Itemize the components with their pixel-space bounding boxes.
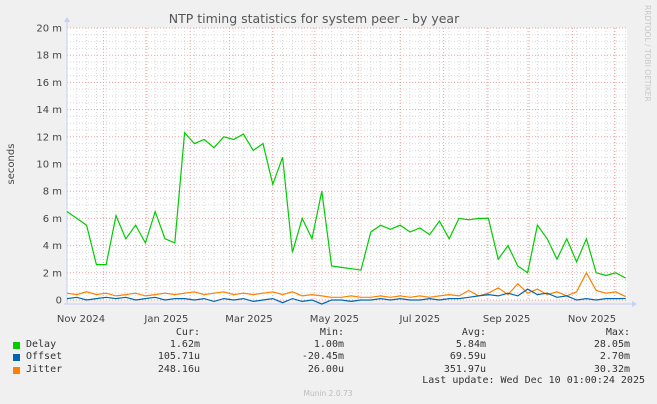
x-tick-label: Sep 2025	[483, 314, 530, 325]
legend-delay-max: 28.05m	[593, 339, 630, 350]
y-tick-label: 12 m	[36, 132, 62, 143]
y-tick-label: 16 m	[36, 78, 62, 89]
legend-swatch-delay	[13, 342, 20, 349]
legend-offset-avg: 69.59u	[449, 351, 486, 363]
legend-swatch-offset	[13, 354, 20, 362]
y-tick-label: 6 m	[43, 214, 62, 225]
series-line-delay	[66, 131, 626, 279]
legend-jitter-max: 30.32m	[593, 363, 630, 375]
legend-header-min: Min:	[319, 327, 344, 338]
legend-offset-cur: 105.71u	[157, 351, 200, 363]
legend-jitter-min: 26.00u	[307, 363, 344, 375]
series-line-offset	[66, 288, 626, 305]
y-tick-label: 20 m	[36, 24, 62, 35]
series-line-jitter	[66, 271, 626, 298]
y-axis-label: seconds	[6, 144, 17, 185]
legend-swatch-jitter	[13, 366, 20, 374]
y-tick-label: 18 m	[36, 51, 62, 62]
y-tick-label: 10 m	[36, 160, 62, 171]
x-axis-arrow-icon	[632, 301, 637, 307]
x-tick-label: Jan 2025	[143, 314, 188, 325]
legend-jitter-name: Jitter	[26, 363, 63, 375]
legend-header-avg: Avg:	[461, 327, 486, 338]
munin-version: Munin 2.0.73	[303, 389, 352, 398]
chart-title: NTP timing statistics for system peer - …	[169, 11, 460, 26]
legend-delay-cur: 1.62m	[169, 339, 200, 350]
legend-offset-max: 2.70m	[599, 351, 630, 363]
y-tick-label: 2 m	[43, 268, 62, 279]
x-tick-label: Nov 2024	[57, 314, 105, 325]
y-tick-label: 14 m	[36, 105, 62, 116]
x-tick-label: Mar 2025	[225, 314, 273, 325]
legend-offset-min: -20.45m	[301, 351, 344, 363]
rrdtool-watermark: RRDTOOL / TOBI OETIKER	[643, 5, 652, 102]
y-tick-label: 0	[56, 296, 62, 307]
last-update: Last update: Wed Dec 10 01:00:24 2025	[422, 375, 645, 386]
legend-delay-avg: 5.84m	[455, 339, 486, 350]
y-tick-label: 8 m	[43, 187, 62, 198]
x-tick-label: Jul 2025	[398, 314, 440, 325]
legend-header-cur: Cur:	[175, 327, 200, 338]
legend-jitter-avg: 351.97u	[443, 363, 486, 375]
x-tick-label: May 2025	[310, 314, 359, 325]
x-tick-label: Nov 2025	[568, 314, 616, 325]
legend-header-max: Max:	[605, 327, 630, 338]
y-axis-arrow-icon	[64, 17, 70, 22]
legend-jitter-cur: 248.16u	[157, 363, 200, 375]
legend-delay-min: 1.00m	[313, 339, 344, 350]
legend-delay-name: Delay	[26, 339, 57, 350]
legend-offset-name: Offset	[26, 351, 63, 363]
y-tick-label: 4 m	[43, 241, 62, 252]
